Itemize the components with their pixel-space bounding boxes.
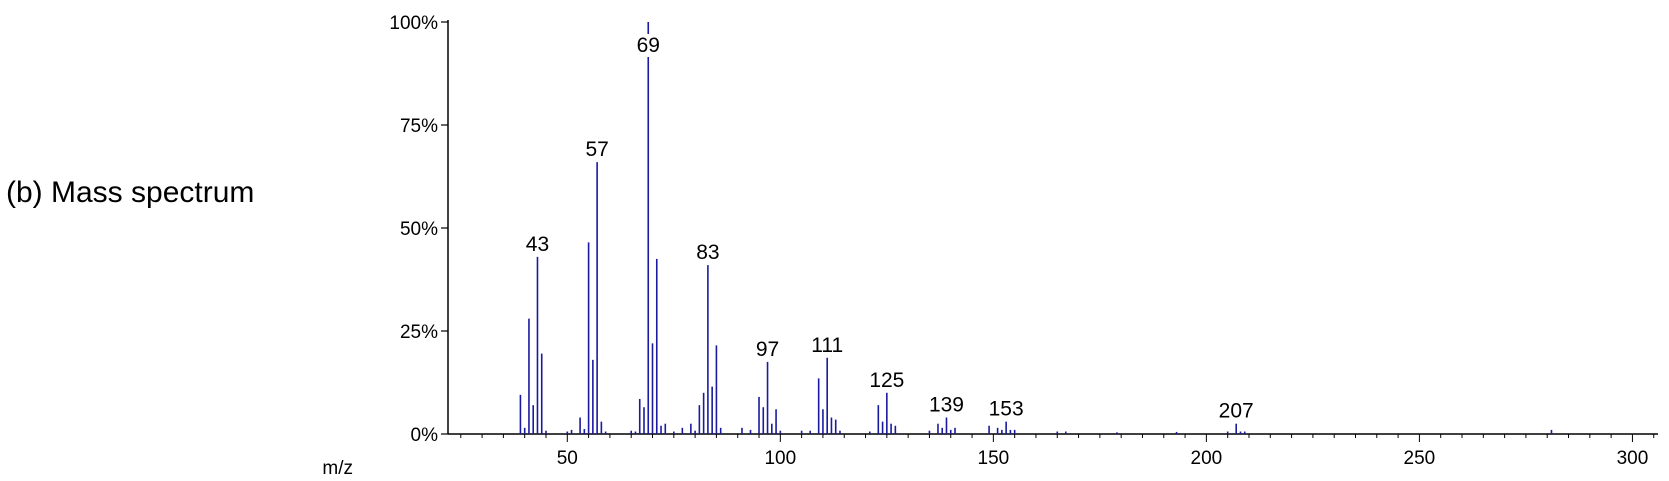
- peak-label: 111: [811, 334, 843, 357]
- x-tick-label: 250: [1404, 448, 1436, 469]
- chart-peaks: [519, 22, 1553, 434]
- peak-label: 139: [929, 394, 964, 417]
- x-tick-label: 200: [1191, 448, 1223, 469]
- peak-label: 97: [756, 338, 779, 361]
- x-axis-title: m/z: [322, 458, 353, 479]
- x-tick-label: 150: [978, 448, 1010, 469]
- y-tick-label: 100%: [389, 13, 438, 34]
- peak-label: 83: [696, 241, 719, 264]
- x-tick-label: 50: [557, 448, 578, 469]
- y-tick-label: 50%: [400, 219, 438, 240]
- peak-label: 43: [526, 233, 549, 256]
- peak-label: 207: [1219, 400, 1254, 423]
- figure-caption: (b) Mass spectrum: [6, 176, 255, 209]
- peak-label: 153: [989, 398, 1024, 421]
- chart-axes: 0% 25% 50% 75% 100% 50 100 150 200 250 300: [389, 13, 1658, 469]
- peak-label: 125: [869, 369, 904, 392]
- peak-label-backing: [635, 34, 661, 57]
- x-tick-label: 300: [1617, 448, 1649, 469]
- y-tick-label: 75%: [400, 116, 438, 137]
- y-tick-label: 0%: [411, 425, 439, 446]
- chart-peak-labels: 43 57 69 83 97 111 125 139 153 207: [526, 34, 1254, 423]
- y-tick-label: 25%: [400, 322, 438, 343]
- peak-label: 69: [637, 34, 660, 57]
- x-tick-label: 100: [764, 448, 796, 469]
- peak-label: 57: [585, 138, 608, 161]
